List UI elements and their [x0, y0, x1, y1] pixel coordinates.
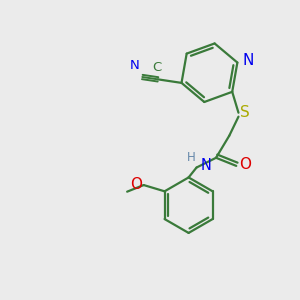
- Text: N: N: [242, 53, 254, 68]
- Text: N: N: [200, 158, 211, 173]
- Text: H: H: [187, 151, 196, 164]
- Text: O: O: [239, 158, 251, 172]
- Text: C: C: [152, 61, 162, 74]
- Text: N: N: [130, 59, 139, 72]
- Text: O: O: [130, 177, 142, 192]
- Text: S: S: [241, 105, 250, 120]
